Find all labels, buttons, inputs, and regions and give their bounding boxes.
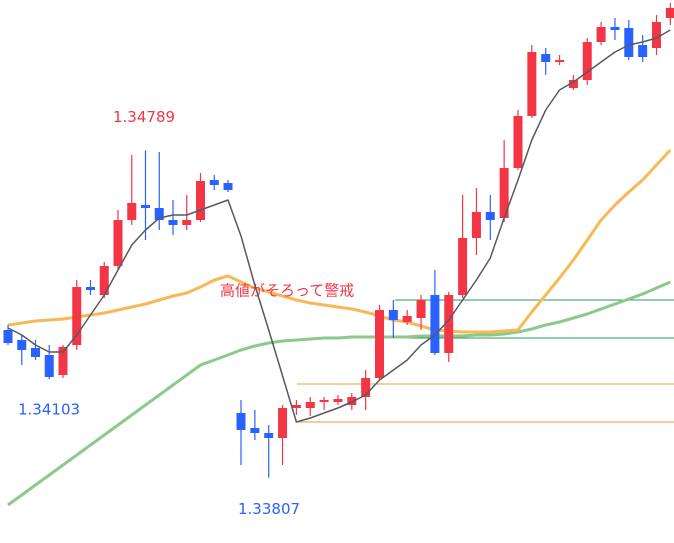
note: 高値がそろって警戒 xyxy=(220,282,354,300)
candle-body xyxy=(333,399,343,402)
candle-body xyxy=(250,428,260,433)
candle-body xyxy=(127,203,137,220)
candle-body xyxy=(264,433,274,438)
candle-body xyxy=(99,266,109,295)
price-label: 1.34103 xyxy=(18,401,80,419)
candle-body xyxy=(86,287,95,290)
candle-body xyxy=(499,168,509,218)
candle-body xyxy=(209,180,219,185)
candle-body xyxy=(182,220,192,225)
candle-body xyxy=(458,238,468,295)
candle-body xyxy=(72,287,82,345)
candle-body xyxy=(223,183,233,190)
candle-body xyxy=(513,116,523,168)
candle-body xyxy=(430,295,440,353)
candle-body xyxy=(168,220,178,225)
candle-body xyxy=(638,45,648,57)
price-label: 1.34789 xyxy=(113,108,175,126)
candle-body xyxy=(17,340,27,350)
candle-body xyxy=(196,181,205,220)
candle-body xyxy=(527,52,537,116)
candle-body xyxy=(347,397,357,405)
candle-body xyxy=(471,212,481,238)
candle-body xyxy=(541,54,551,62)
candle-body xyxy=(610,27,620,30)
candle-body xyxy=(416,300,426,318)
candle-body xyxy=(291,405,301,408)
candle-body xyxy=(113,220,123,266)
candle-body xyxy=(624,28,634,57)
candle-body xyxy=(236,413,246,430)
candle-body xyxy=(582,42,592,80)
candle-body xyxy=(375,310,384,378)
candle-body xyxy=(154,208,164,220)
candle-body xyxy=(305,402,315,408)
candle-body xyxy=(278,408,288,438)
price-label: 1.33807 xyxy=(238,500,300,518)
moving-average xyxy=(7,280,671,507)
candle-body xyxy=(485,212,495,220)
candle-body xyxy=(596,27,606,42)
moving-average xyxy=(7,148,672,334)
candle-body xyxy=(58,347,68,375)
candle-body xyxy=(319,400,329,402)
moving-average xyxy=(7,29,671,423)
candle-body xyxy=(361,378,371,397)
candle-body xyxy=(402,316,412,322)
candle-body xyxy=(555,60,565,62)
candle-body xyxy=(388,310,398,320)
candle-body xyxy=(141,205,150,208)
candle-body xyxy=(31,348,40,357)
candle-body xyxy=(444,295,454,353)
candle-body xyxy=(652,22,661,48)
candle-body xyxy=(3,330,13,343)
candle-body xyxy=(665,8,674,18)
candle-body xyxy=(568,80,578,88)
candle-body xyxy=(44,355,54,377)
